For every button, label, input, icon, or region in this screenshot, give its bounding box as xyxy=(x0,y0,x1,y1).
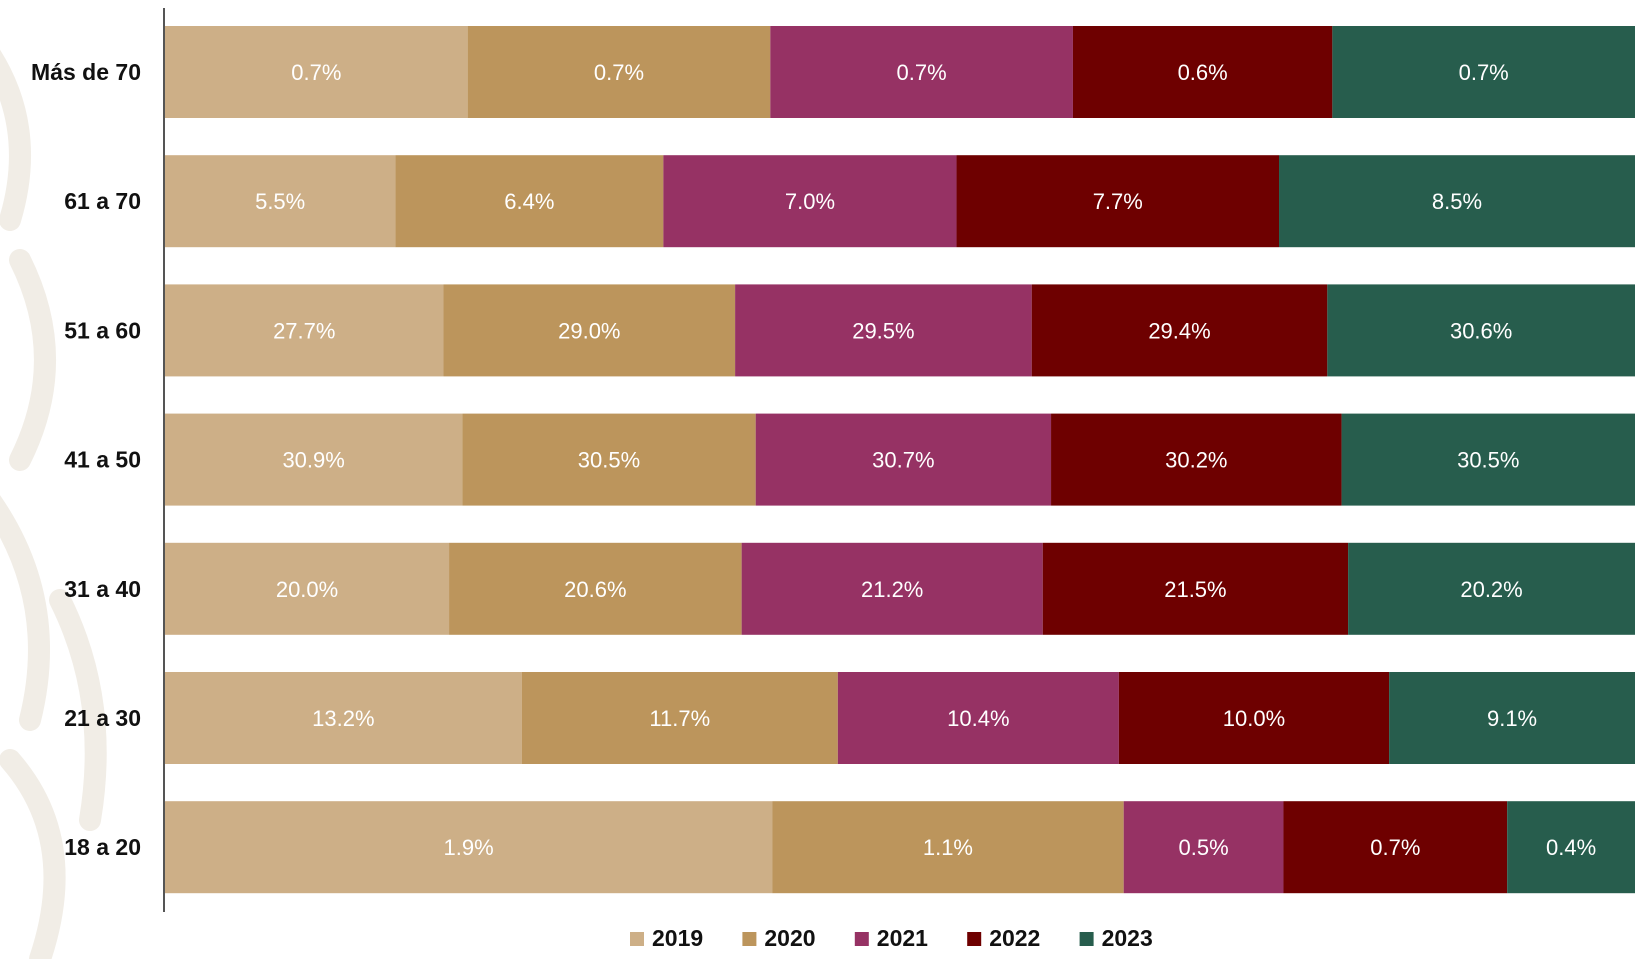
data-label: 1.1% xyxy=(923,835,973,860)
data-label: 0.6% xyxy=(1178,60,1228,85)
legend-label: 2019 xyxy=(652,925,703,951)
data-label: 9.1% xyxy=(1487,706,1537,731)
data-label: 0.7% xyxy=(897,60,947,85)
data-label: 30.5% xyxy=(1457,448,1519,473)
data-label: 10.0% xyxy=(1223,706,1285,731)
bar-segment xyxy=(837,672,1119,764)
bar-segment xyxy=(165,413,463,506)
data-label: 8.5% xyxy=(1432,189,1482,214)
data-label: 30.6% xyxy=(1450,318,1512,343)
legend-swatch xyxy=(742,932,757,946)
bar-segment xyxy=(1389,672,1635,764)
data-label: 7.0% xyxy=(785,189,835,214)
bar-segment xyxy=(1051,413,1342,506)
data-label: 21.2% xyxy=(861,577,923,602)
data-label: 10.4% xyxy=(947,706,1009,731)
bar-segment xyxy=(1072,26,1333,118)
bar-segment xyxy=(165,155,396,248)
bar-segment xyxy=(741,542,1043,635)
bar-segment xyxy=(443,284,736,377)
bar-segment xyxy=(449,542,742,635)
bar-segment xyxy=(1279,155,1635,248)
bar-segment xyxy=(1123,801,1284,894)
category-label: 18 a 20 xyxy=(64,834,141,860)
bar-segment xyxy=(1348,542,1635,635)
data-label: 0.7% xyxy=(291,60,341,85)
data-label: 5.5% xyxy=(255,189,305,214)
data-label: 29.0% xyxy=(558,318,620,343)
bar-segment xyxy=(1332,26,1635,118)
data-label: 29.4% xyxy=(1148,318,1210,343)
bar-segment xyxy=(956,155,1280,248)
data-label: 30.9% xyxy=(282,448,344,473)
data-label: 20.2% xyxy=(1460,577,1522,602)
bar-segment xyxy=(395,155,664,248)
data-label: 0.7% xyxy=(1459,60,1509,85)
bar-segment xyxy=(1042,542,1349,635)
data-label: 0.7% xyxy=(594,60,644,85)
bar-segment xyxy=(1118,672,1390,764)
bar-segment xyxy=(165,284,444,377)
data-label: 7.7% xyxy=(1093,189,1143,214)
legend-swatch xyxy=(630,932,644,946)
category-label: 31 a 40 xyxy=(64,576,141,602)
bar-segment xyxy=(165,672,522,764)
data-label: 6.4% xyxy=(504,189,554,214)
bar-segment xyxy=(462,413,756,506)
bar-segment xyxy=(521,672,838,764)
data-label: 30.2% xyxy=(1165,448,1227,473)
legend-swatch xyxy=(1079,932,1094,946)
bar-segment xyxy=(735,284,1032,377)
legend-label: 2020 xyxy=(764,925,815,951)
data-label: 21.5% xyxy=(1164,577,1226,602)
legend-swatch xyxy=(854,932,869,946)
data-label: 0.4% xyxy=(1546,835,1596,860)
legend-label: 2022 xyxy=(989,925,1040,951)
data-label: 20.0% xyxy=(276,577,338,602)
category-label: 41 a 50 xyxy=(64,447,141,473)
data-label: 27.7% xyxy=(273,318,335,343)
data-label: 0.5% xyxy=(1179,835,1229,860)
legend-label: 2023 xyxy=(1102,925,1153,951)
data-label: 13.2% xyxy=(312,706,374,731)
bar-segment xyxy=(755,413,1052,506)
legend-swatch xyxy=(967,932,982,946)
data-label: 11.7% xyxy=(649,706,710,731)
category-label: Más de 70 xyxy=(31,59,141,85)
bar-segment xyxy=(772,801,1124,894)
bar-segment xyxy=(1031,284,1328,377)
bar-segment xyxy=(1507,801,1635,894)
bar-segment xyxy=(165,542,450,635)
category-label: 21 a 30 xyxy=(64,705,141,731)
bar-segment xyxy=(1327,284,1635,377)
legend-label: 2021 xyxy=(877,925,928,951)
data-label: 1.9% xyxy=(444,835,494,860)
bar-segment xyxy=(165,801,773,894)
data-label: 30.7% xyxy=(872,448,934,473)
bar-segment xyxy=(663,155,957,248)
bar-segment xyxy=(165,26,468,118)
bar-segment xyxy=(1341,413,1635,506)
bar-segment xyxy=(467,26,771,118)
data-label: 29.5% xyxy=(852,318,914,343)
data-label: 0.7% xyxy=(1370,835,1420,860)
data-label: 20.6% xyxy=(564,577,626,602)
bar-segment xyxy=(770,26,1073,118)
category-label: 51 a 60 xyxy=(64,317,141,343)
category-label: 61 a 70 xyxy=(64,188,141,214)
data-label: 30.5% xyxy=(578,448,640,473)
bar-segment xyxy=(1283,801,1508,894)
